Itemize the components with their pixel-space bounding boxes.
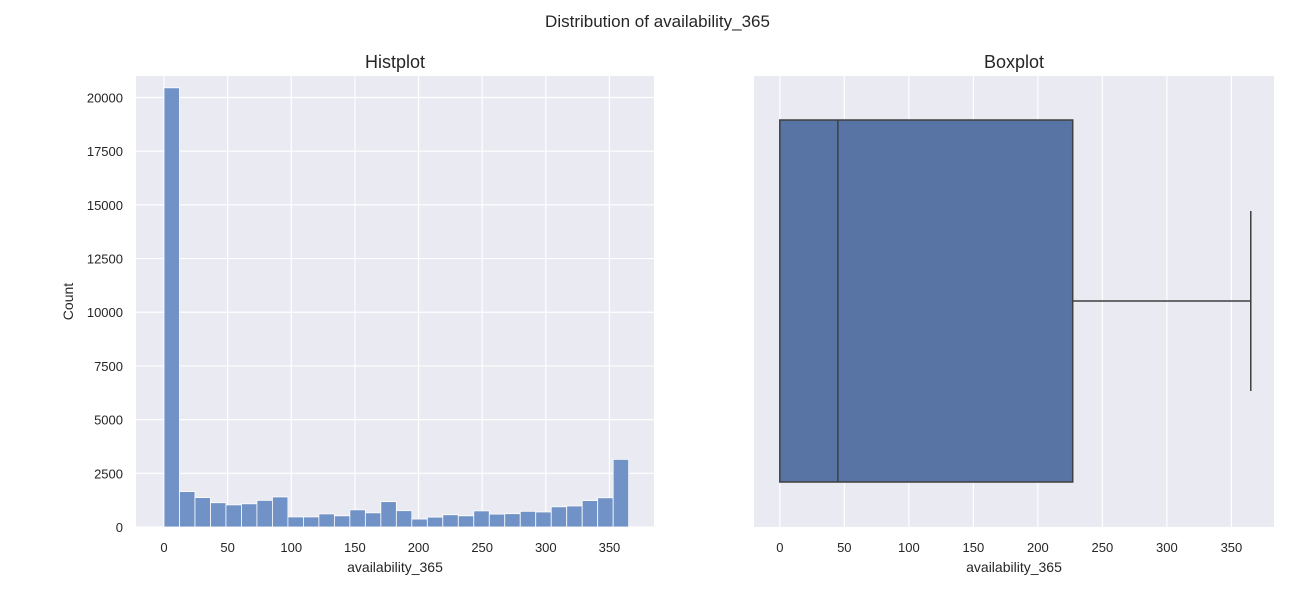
histplot-bar bbox=[566, 505, 583, 528]
histplot-bar bbox=[210, 502, 227, 528]
histplot-bar bbox=[333, 515, 351, 528]
histplot-bar bbox=[179, 491, 196, 528]
histplot-x-tick-label: 50 bbox=[220, 540, 234, 555]
histplot-bar bbox=[504, 513, 521, 528]
boxplot-x-tick-label: 300 bbox=[1156, 540, 1178, 555]
histplot-bar bbox=[581, 500, 599, 528]
histplot-bar bbox=[473, 510, 490, 528]
histplot-y-tick-label: 15000 bbox=[87, 198, 123, 213]
histplot-x-tick-label: 100 bbox=[280, 540, 302, 555]
histplot-bar bbox=[256, 499, 273, 528]
histplot-y-tick-label: 12500 bbox=[87, 252, 123, 267]
histplot-bar bbox=[426, 516, 444, 528]
histplot-x-tick-label: 250 bbox=[471, 540, 493, 555]
histplot-bar bbox=[163, 87, 180, 528]
histplot-bar bbox=[411, 518, 428, 528]
histplot-bar bbox=[272, 496, 289, 528]
histplot-bar bbox=[241, 503, 258, 528]
histplot-y-tick-label: 10000 bbox=[87, 305, 123, 320]
histplot-x-tick-label: 150 bbox=[344, 540, 366, 555]
histplot-x-tick-label: 200 bbox=[408, 540, 430, 555]
boxplot-x-axis-label: availability_365 bbox=[966, 559, 1062, 575]
histplot-bar bbox=[194, 497, 211, 528]
histplot-bar bbox=[225, 504, 242, 528]
histplot-bar bbox=[349, 509, 366, 528]
histplot-bar bbox=[303, 516, 320, 528]
boxplot-x-tick-label: 50 bbox=[837, 540, 851, 555]
histplot-bar bbox=[287, 516, 304, 528]
histplot-bar bbox=[612, 458, 630, 528]
histplot-y-tick-label: 7500 bbox=[94, 359, 123, 374]
histplot-y-tick-label: 0 bbox=[116, 520, 123, 535]
histplot-bar bbox=[395, 510, 413, 528]
histplot-bar bbox=[318, 513, 335, 528]
histplot-bar bbox=[380, 501, 397, 528]
histplot-bar bbox=[535, 511, 552, 528]
boxplot-x-tick-label: 250 bbox=[1092, 540, 1114, 555]
boxplot-x-tick-label: 100 bbox=[898, 540, 920, 555]
histplot-y-axis-label: Count bbox=[60, 283, 76, 320]
boxplot-x-tick-label: 200 bbox=[1027, 540, 1049, 555]
histplot-bar bbox=[519, 510, 537, 528]
histplot-x-tick-label: 350 bbox=[599, 540, 621, 555]
histplot-bar bbox=[597, 497, 614, 528]
boxplot-x-tick-label: 0 bbox=[776, 540, 783, 555]
histplot-bar bbox=[457, 515, 475, 528]
boxplot-x-tick-label: 150 bbox=[963, 540, 985, 555]
histplot-bar bbox=[488, 513, 506, 528]
histplot-x-tick-label: 0 bbox=[160, 540, 167, 555]
histplot-x-axis-label: availability_365 bbox=[347, 559, 443, 575]
histplot-x-tick-label: 300 bbox=[535, 540, 557, 555]
boxplot-box bbox=[779, 119, 1074, 483]
histplot-axes-background bbox=[136, 76, 654, 527]
histplot-bar bbox=[364, 512, 382, 528]
boxplot-title: Boxplot bbox=[984, 52, 1044, 72]
histplot-bar bbox=[550, 506, 568, 528]
histplot-y-tick-label: 5000 bbox=[94, 413, 123, 428]
histplot-bar bbox=[442, 514, 459, 528]
histplot-y-tick-label: 20000 bbox=[87, 90, 123, 105]
figure-suptitle: Distribution of availability_365 bbox=[545, 12, 770, 31]
boxplot-x-tick-label: 350 bbox=[1221, 540, 1243, 555]
histplot-y-tick-label: 17500 bbox=[87, 144, 123, 159]
histplot-y-tick-label: 2500 bbox=[94, 466, 123, 481]
histplot-title: Histplot bbox=[365, 52, 425, 72]
